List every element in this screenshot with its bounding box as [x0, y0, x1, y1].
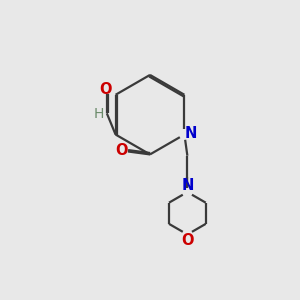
- Text: N: N: [181, 178, 194, 193]
- Text: H: H: [93, 107, 104, 121]
- Text: O: O: [181, 233, 194, 248]
- Text: O: O: [115, 143, 128, 158]
- Text: N: N: [184, 126, 196, 141]
- Text: O: O: [99, 82, 112, 97]
